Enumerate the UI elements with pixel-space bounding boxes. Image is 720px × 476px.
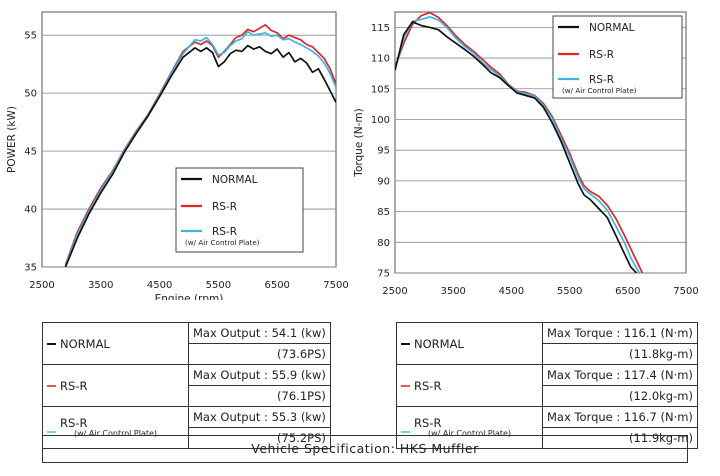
- rsr-acp-line-swatch: [401, 431, 410, 433]
- torque-series-line-rsr: [395, 12, 644, 273]
- power-ps-value: (76.1PS): [188, 385, 331, 407]
- torque-y-tick-label: 75: [377, 269, 390, 280]
- torque-row-name: RS-R (w/ Air Control Plate): [396, 406, 543, 449]
- torque-x-axis-label: Engine (rpm): [506, 299, 575, 300]
- torque-y-tick-label: 80: [377, 238, 390, 249]
- power-x-tick-label: 4500: [147, 280, 172, 291]
- torque-kgm-value: (12.0kg-m): [542, 385, 698, 407]
- power-x-tick-label: 3500: [88, 280, 113, 291]
- torque-kgm-value: (11.8kg-m): [542, 343, 698, 365]
- power-row-name: RS-R: [42, 364, 189, 407]
- torque-x-tick-label: 4500: [499, 286, 524, 297]
- torque-y-tick-label: 90: [377, 176, 390, 187]
- torque-series-line-rsr-acp: [395, 16, 641, 273]
- power-max-value: Max Output : 54.1 (kw): [188, 322, 331, 344]
- torque-y-tick-label: 115: [371, 23, 390, 34]
- rsr-label: RS-R: [60, 378, 88, 393]
- power-y-tick-label: 55: [24, 31, 37, 42]
- torque-max-value: Max Torque : 117.4 (N·m): [542, 364, 698, 386]
- normal-label: NORMAL: [60, 336, 110, 351]
- power-max-value: Max Output : 55.9 (kw): [188, 364, 331, 386]
- torque-row-rsr-acp: RS-R (w/ Air Control Plate) Max Torque : …: [396, 406, 698, 449]
- power-x-tick-label: 2500: [29, 280, 54, 291]
- torque-x-tick-label: 6500: [615, 286, 640, 297]
- power-legend-label: NORMAL: [212, 174, 258, 186]
- rsr-acp-line-swatch: [47, 431, 56, 433]
- rsr-line-swatch: [401, 385, 410, 387]
- vehicle-spec-footer: Vehicle Specification: HKS Muffler: [42, 435, 688, 463]
- power-x-axis-label: Engine (rpm): [155, 293, 224, 300]
- torque-row-name: NORMAL: [396, 322, 543, 365]
- power-row-normal: NORMAL Max Output : 54.1 (kw): [42, 322, 331, 365]
- torque-legend-label: NORMAL: [589, 22, 635, 34]
- power-y-tick-label: 45: [24, 147, 37, 158]
- power-x-tick-label: 5500: [206, 280, 231, 291]
- torque-x-tick-label: 2500: [382, 286, 407, 297]
- torque-row-rsr: RS-R Max Torque : 117.4 (N·m): [396, 364, 698, 407]
- power-y-axis-label: POWER (kW): [6, 106, 18, 173]
- power-y-tick-label: 50: [24, 89, 37, 100]
- power-y-tick-label: 40: [24, 205, 37, 216]
- rsr-acp-label: RS-R: [60, 415, 88, 430]
- power-legend-sublabel: (w/ Air Control Plate): [185, 238, 260, 247]
- torque-row-normal: NORMAL Max Torque : 116.1 (N·m): [396, 322, 698, 365]
- power-ps-value: (73.6PS): [188, 343, 331, 365]
- power-max-value: Max Output : 55.3 (kw): [188, 406, 331, 428]
- torque-max-value: Max Torque : 116.7 (N·m): [542, 406, 698, 428]
- power-x-tick-label: 7500: [323, 280, 348, 291]
- torque-y-tick-label: 105: [371, 84, 390, 95]
- normal-line-swatch: [47, 343, 56, 345]
- power-row-rsr-acp: RS-R (w/ Air Control Plate) Max Output : …: [42, 406, 331, 449]
- power-spec-table: NORMAL Max Output : 54.1 (kw) (73.6PS) R…: [42, 322, 331, 449]
- power-x-tick-label: 6500: [264, 280, 289, 291]
- torque-y-tick-label: 100: [371, 115, 390, 126]
- rsr-line-swatch: [47, 385, 56, 387]
- power-row-name: RS-R (w/ Air Control Plate): [42, 406, 189, 449]
- rsr-acp-sublabel: (w/ Air Control Plate): [74, 428, 158, 438]
- rsr-acp-label: RS-R: [414, 415, 442, 430]
- normal-label: NORMAL: [414, 336, 464, 351]
- power-row-name: NORMAL: [42, 322, 189, 365]
- rsr-label: RS-R: [414, 378, 442, 393]
- power-chart: 35 40 45 50 55 2500 3500 4500 5500 6500 7500 Engine…: [6, 11, 349, 300]
- power-legend-box: [175, 167, 304, 253]
- charts-canvas: 35 40 45 50 55 2500 3500 4500 5500 6500 7500 Engine…: [6, 11, 699, 300]
- rsr-acp-sublabel: (w/ Air Control Plate): [428, 428, 512, 438]
- torque-legend-label: RS-R: [589, 74, 614, 86]
- power-legend-label: RS-R: [212, 201, 237, 213]
- torque-chart: 75 80 85 90 95 100 105 110 115 2500 3500 4500 5500 65…: [353, 11, 699, 300]
- torque-y-axis-label: Torque (N-m): [353, 108, 365, 177]
- power-row-rsr: RS-R Max Output : 55.9 (kw): [42, 364, 331, 407]
- power-legend-label: RS-R: [212, 226, 237, 238]
- torque-x-tick-label: 5500: [557, 286, 582, 297]
- torque-x-tick-label: 7500: [673, 286, 698, 297]
- torque-kgm-value: (11.9kg-m): [542, 427, 698, 449]
- torque-max-value: Max Torque : 116.1 (N·m): [542, 322, 698, 344]
- torque-y-tick-label: 110: [371, 54, 390, 65]
- torque-y-tick-label: 85: [377, 207, 390, 218]
- torque-legend-sublabel: (w/ Air Control Plate): [562, 86, 637, 95]
- power-y-tick-label: 35: [24, 263, 37, 274]
- torque-legend-box: [552, 15, 683, 99]
- normal-line-swatch: [401, 343, 410, 345]
- torque-row-name: RS-R: [396, 364, 543, 407]
- torque-spec-table: NORMAL Max Torque : 116.1 (N·m) (11.8kg-…: [396, 322, 698, 449]
- power-ps-value: (75.2PS): [188, 427, 331, 449]
- power-series-line-normal: [64, 44, 336, 267]
- torque-y-tick-label: 95: [377, 146, 390, 157]
- torque-series-line-normal: [395, 20, 638, 273]
- torque-x-tick-label: 3500: [440, 286, 465, 297]
- torque-legend-label: RS-R: [589, 49, 614, 61]
